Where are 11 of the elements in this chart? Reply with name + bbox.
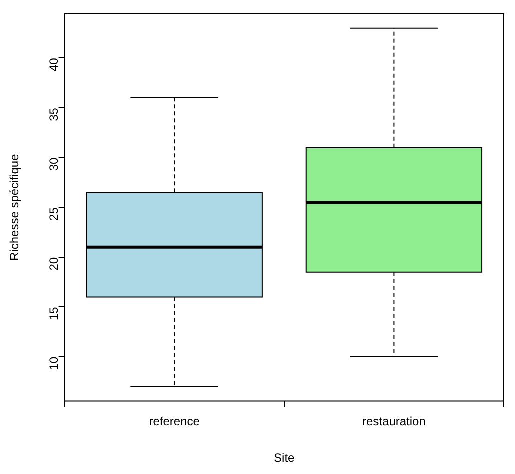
y-tick-label: 35 [47, 108, 62, 122]
y-tick-label: 10 [47, 356, 62, 370]
y-tick-label: 20 [47, 257, 62, 271]
x-axis-title: Site [274, 451, 296, 466]
y-tick-label: 40 [47, 58, 62, 72]
x-tick-label: reference [149, 414, 200, 429]
y-tick-label: 30 [47, 157, 62, 172]
x-tick-label: restauration [362, 414, 426, 429]
y-axis-title: Richesse spécifique [8, 154, 22, 261]
y-tick-label: 15 [47, 306, 62, 321]
y-tick-label: 25 [47, 207, 62, 221]
